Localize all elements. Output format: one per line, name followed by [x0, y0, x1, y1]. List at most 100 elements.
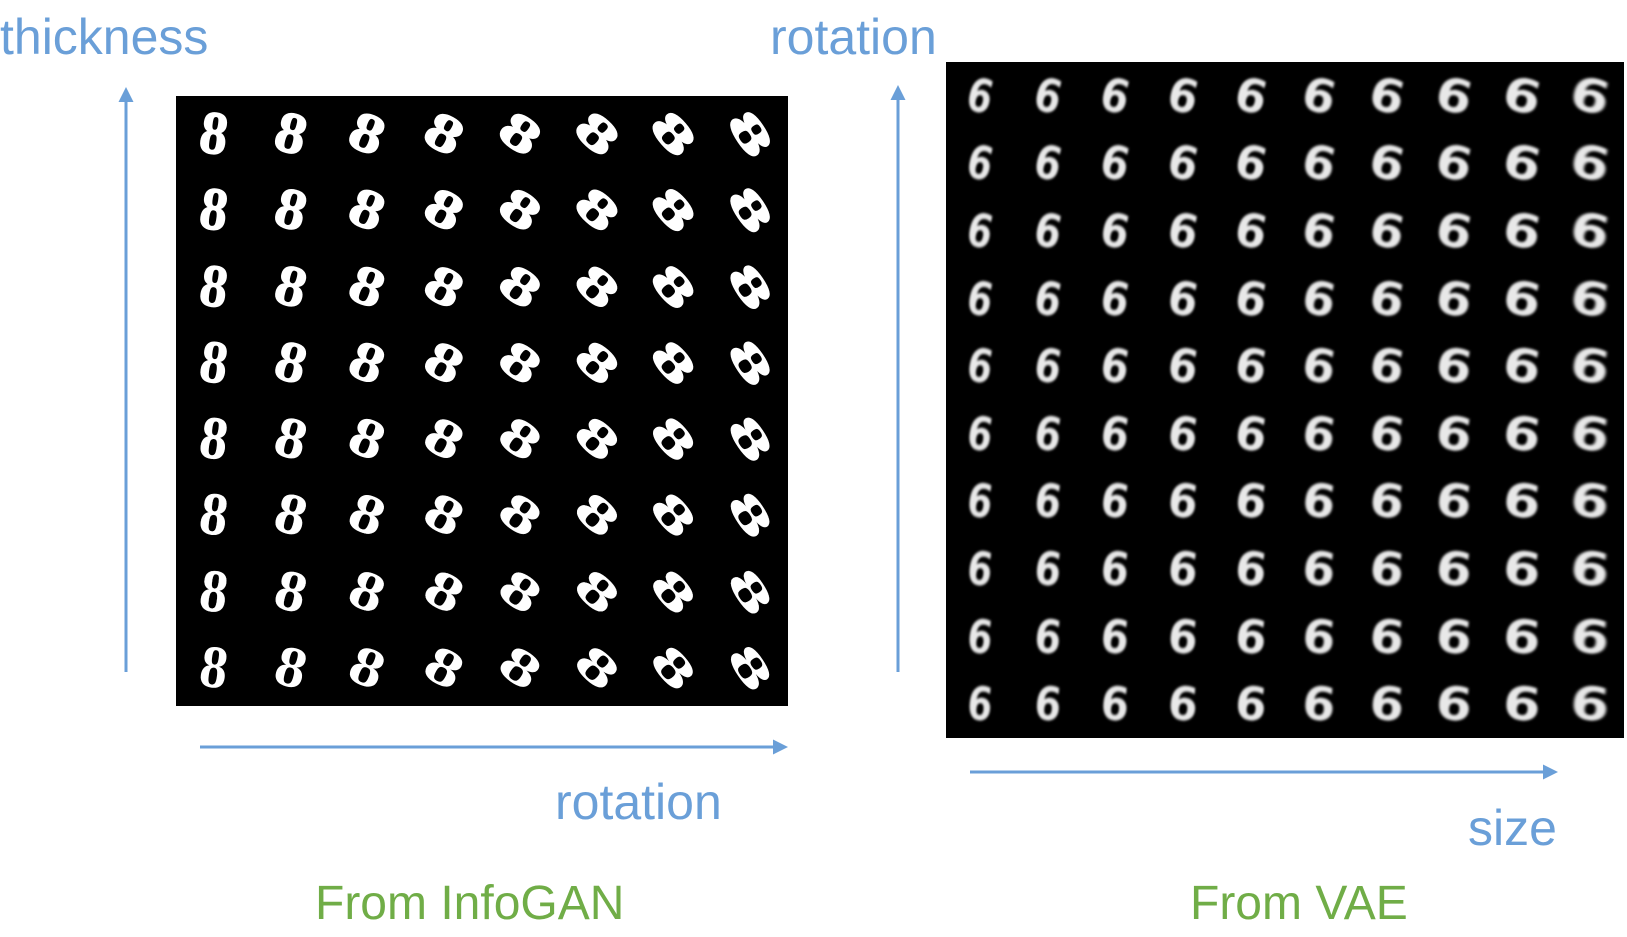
digit-glyph: 8 — [195, 176, 233, 245]
digit-glyph: 6 — [1430, 65, 1479, 127]
digit-glyph: 6 — [1029, 269, 1067, 328]
digit-glyph: 6 — [1165, 675, 1201, 733]
digit-glyph: 6 — [1364, 200, 1410, 262]
digit-cell: 6 — [1217, 130, 1285, 198]
digit-cell: 6 — [1421, 400, 1489, 468]
digit-cell: 8 — [329, 554, 406, 630]
digit-glyph: 6 — [1030, 540, 1065, 598]
digit-cell: 6 — [1149, 468, 1217, 536]
digit-cell: 8 — [253, 401, 330, 477]
digit-glyph: 8 — [716, 177, 783, 245]
digit-glyph: 8 — [340, 329, 394, 397]
digit-glyph: 6 — [1432, 471, 1477, 531]
digit-glyph: 8 — [195, 557, 233, 626]
digit-cell: 8 — [406, 172, 483, 248]
digit-cell: 6 — [1217, 468, 1285, 536]
digit-glyph: 6 — [962, 337, 998, 396]
infogan-caption: From InfoGAN — [315, 877, 625, 930]
digit-cell: 6 — [1014, 535, 1082, 603]
digit-cell: 8 — [482, 477, 559, 553]
digit-glyph: 6 — [1096, 201, 1135, 261]
digit-cell: 6 — [1353, 603, 1421, 671]
digit-glyph: 8 — [639, 634, 707, 702]
digit-glyph: 6 — [962, 269, 998, 328]
digit-glyph: 8 — [563, 100, 631, 168]
digit-cell: 8 — [712, 554, 789, 630]
digit-glyph: 8 — [563, 481, 630, 549]
digit-glyph: 8 — [195, 329, 233, 397]
digit-cell: 6 — [1556, 265, 1624, 333]
digit-cell: 8 — [176, 554, 253, 630]
digit-cell: 6 — [1556, 197, 1624, 265]
digit-cell: 6 — [1353, 130, 1421, 198]
digit-glyph: 8 — [563, 634, 630, 702]
digit-glyph: 8 — [563, 558, 630, 626]
digit-glyph: 6 — [1097, 472, 1134, 531]
digit-glyph: 6 — [1363, 133, 1410, 194]
digit-glyph: 6 — [1163, 269, 1204, 328]
digit-glyph: 6 — [1232, 607, 1270, 666]
digit-cell: 8 — [482, 96, 559, 172]
digit-glyph: 8 — [195, 481, 233, 550]
digit-glyph: 8 — [195, 634, 233, 702]
digit-cell: 6 — [1014, 332, 1082, 400]
digit-cell: 6 — [1488, 468, 1556, 536]
digit-cell: 6 — [1556, 603, 1624, 671]
digit-cell: 6 — [1421, 197, 1489, 265]
digit-glyph: 6 — [1229, 133, 1273, 194]
digit-glyph: 6 — [1363, 65, 1410, 127]
digit-glyph: 8 — [340, 252, 394, 321]
digit-glyph: 6 — [1431, 268, 1478, 329]
digit-cell: 6 — [1217, 670, 1285, 738]
digit-glyph: 6 — [1497, 65, 1548, 127]
digit-cell: 8 — [712, 630, 789, 706]
digit-cell: 8 — [176, 96, 253, 172]
digit-cell: 6 — [1082, 62, 1150, 130]
digit-glyph: 6 — [1231, 540, 1271, 598]
digit-glyph: 6 — [1365, 539, 1408, 599]
digit-cell: 8 — [329, 325, 406, 401]
digit-glyph: 6 — [1364, 268, 1409, 329]
digit-cell: 6 — [1149, 62, 1217, 130]
digit-cell: 8 — [176, 172, 253, 248]
digit-glyph: 8 — [195, 405, 233, 473]
digit-cell: 6 — [1149, 400, 1217, 468]
digit-cell: 6 — [1014, 468, 1082, 536]
digit-cell: 8 — [559, 554, 636, 630]
digit-cell: 6 — [1285, 265, 1353, 333]
digit-glyph: 6 — [1565, 268, 1615, 329]
digit-glyph: 6 — [1567, 675, 1613, 734]
digit-cell: 6 — [946, 332, 1014, 400]
digit-cell: 8 — [635, 630, 712, 706]
digit-cell: 8 — [712, 249, 789, 325]
digit-cell: 8 — [329, 249, 406, 325]
digit-glyph: 6 — [1296, 65, 1342, 126]
digit-glyph: 6 — [1498, 268, 1547, 329]
digit-cell: 6 — [946, 670, 1014, 738]
digit-glyph: 6 — [1299, 675, 1339, 733]
digit-glyph: 6 — [1299, 607, 1339, 666]
digit-glyph: 6 — [1031, 608, 1065, 665]
digit-cell: 8 — [482, 172, 559, 248]
digit-cell: 8 — [406, 630, 483, 706]
digit-glyph: 8 — [716, 405, 783, 473]
digit-cell: 6 — [1421, 670, 1489, 738]
digit-cell: 6 — [1353, 400, 1421, 468]
digit-cell: 6 — [1082, 468, 1150, 536]
digit-glyph: 6 — [1030, 472, 1065, 531]
digit-cell: 6 — [1285, 400, 1353, 468]
digit-glyph: 8 — [488, 176, 553, 244]
digit-cell: 6 — [1488, 670, 1556, 738]
digit-glyph: 6 — [1500, 607, 1545, 666]
digit-glyph: 8 — [488, 100, 553, 169]
digit-glyph: 8 — [195, 100, 233, 169]
digit-cell: 6 — [946, 400, 1014, 468]
digit-cell: 6 — [1149, 130, 1217, 198]
digit-cell: 8 — [329, 401, 406, 477]
digit-glyph: 8 — [414, 481, 474, 550]
digit-glyph: 6 — [1164, 540, 1202, 598]
digit-cell: 8 — [253, 172, 330, 248]
digit-cell: 6 — [1556, 535, 1624, 603]
digit-glyph: 8 — [413, 100, 474, 169]
digit-glyph: 6 — [964, 676, 996, 733]
